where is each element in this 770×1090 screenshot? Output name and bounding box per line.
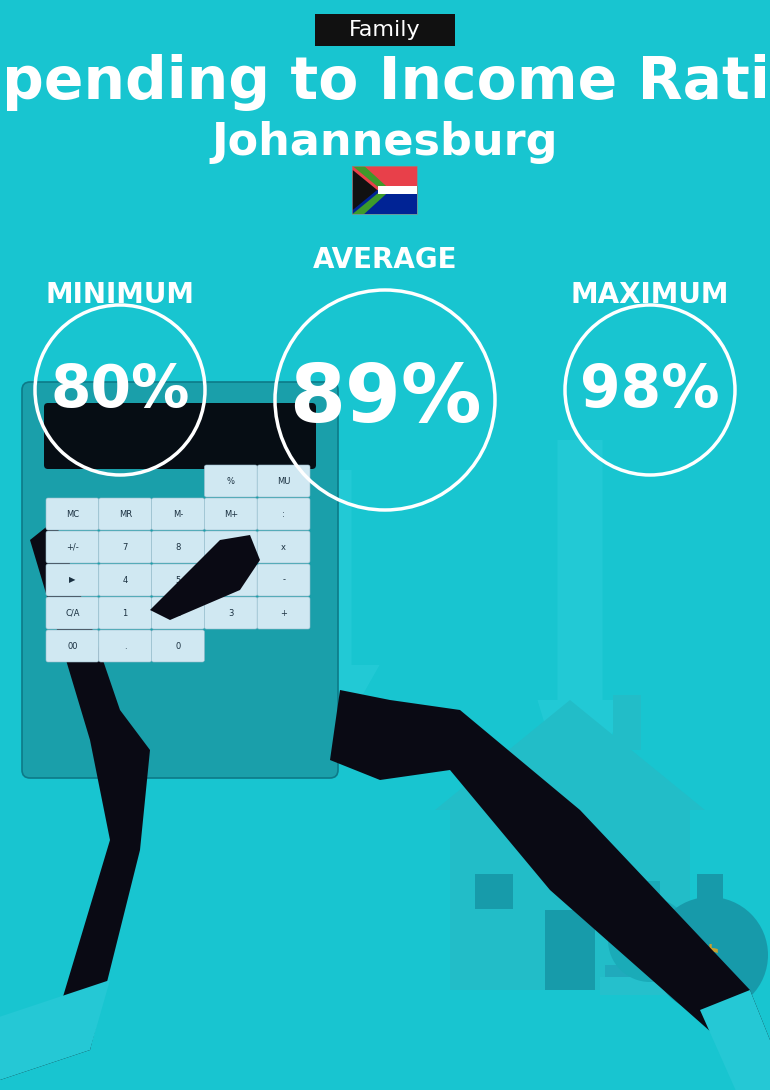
Text: x: x [281,543,286,552]
Text: 0: 0 [176,642,181,651]
Text: Family: Family [349,20,421,40]
Bar [600,977,740,995]
FancyBboxPatch shape [46,630,99,662]
Text: 8: 8 [176,543,181,552]
Bar [379,186,417,194]
Bar [605,965,735,977]
Text: 6: 6 [228,576,233,584]
Polygon shape [0,980,110,1090]
FancyBboxPatch shape [46,531,99,564]
Bar [450,810,690,990]
Text: +/-: +/- [66,543,79,552]
Text: 80%: 80% [50,362,189,419]
FancyBboxPatch shape [204,531,257,564]
Polygon shape [260,470,380,770]
FancyBboxPatch shape [257,564,310,596]
Text: Johannesburg: Johannesburg [212,121,558,164]
Text: 1: 1 [122,608,128,618]
Text: ▶: ▶ [69,576,75,584]
Text: MAXIMUM: MAXIMUM [571,281,729,308]
FancyBboxPatch shape [44,403,316,469]
Polygon shape [353,170,377,210]
Text: 2: 2 [176,608,181,618]
Bar [613,695,641,750]
FancyBboxPatch shape [152,498,204,530]
Text: 5: 5 [176,576,181,584]
Bar [353,190,417,214]
Text: M-: M- [173,509,183,519]
Text: MU: MU [277,476,290,485]
FancyBboxPatch shape [204,498,257,530]
Text: C/A: C/A [65,608,79,618]
FancyBboxPatch shape [204,465,257,497]
FancyBboxPatch shape [204,564,257,596]
Text: 3: 3 [228,608,233,618]
Polygon shape [150,535,260,620]
FancyBboxPatch shape [46,597,99,629]
FancyBboxPatch shape [315,14,455,46]
FancyBboxPatch shape [46,564,99,596]
Text: $: $ [699,944,721,972]
Bar [640,881,660,903]
Text: 00: 00 [67,642,78,651]
Text: .: . [124,642,126,651]
FancyBboxPatch shape [99,531,152,564]
Text: 4: 4 [122,576,128,584]
Bar [697,874,723,903]
FancyBboxPatch shape [152,630,204,662]
Text: Spending to Income Ratio: Spending to Income Ratio [0,53,770,110]
Text: MINIMUM: MINIMUM [45,281,195,308]
FancyBboxPatch shape [99,597,152,629]
FancyBboxPatch shape [152,531,204,564]
Circle shape [652,897,768,1013]
FancyBboxPatch shape [257,465,310,497]
FancyBboxPatch shape [99,564,152,596]
Bar [475,874,513,909]
FancyBboxPatch shape [204,597,257,629]
Text: -: - [282,576,285,584]
Text: $: $ [642,932,658,952]
FancyBboxPatch shape [152,597,204,629]
Bar [353,166,417,190]
FancyBboxPatch shape [99,630,152,662]
Polygon shape [0,520,150,1090]
Polygon shape [537,440,622,840]
Polygon shape [700,990,770,1090]
FancyBboxPatch shape [257,597,310,629]
Text: +: + [280,608,287,618]
Text: AVERAGE: AVERAGE [313,246,457,274]
FancyBboxPatch shape [46,498,99,530]
Text: MC: MC [66,509,79,519]
FancyBboxPatch shape [152,564,204,596]
Bar [545,910,595,990]
Text: 9: 9 [228,543,233,552]
Polygon shape [330,690,770,1090]
Polygon shape [353,166,417,214]
Text: 98%: 98% [580,362,720,419]
Bar [353,166,417,214]
Text: MR: MR [119,509,132,519]
Text: 89%: 89% [289,361,481,439]
FancyBboxPatch shape [257,498,310,530]
Text: :: : [283,509,285,519]
Circle shape [608,898,692,982]
FancyBboxPatch shape [257,531,310,564]
Text: 7: 7 [122,543,128,552]
Text: %: % [227,476,235,485]
Text: M+: M+ [224,509,238,519]
FancyBboxPatch shape [22,382,338,778]
Polygon shape [435,700,705,810]
FancyBboxPatch shape [99,498,152,530]
